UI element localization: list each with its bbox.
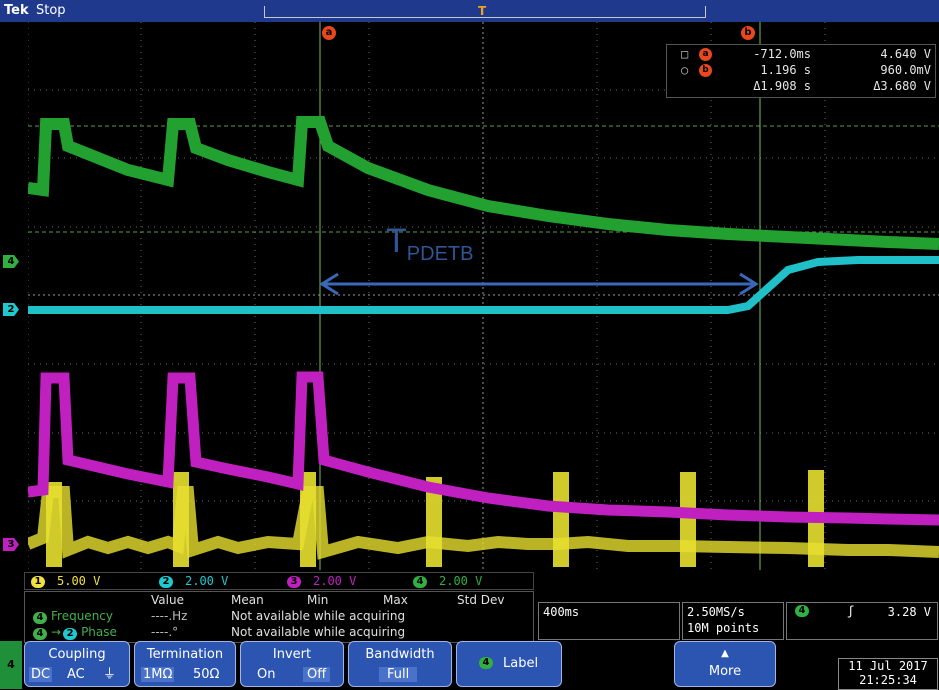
ch3-scale[interactable]: 3 2.00 V: [287, 574, 356, 588]
trigger-source-badge: 4: [795, 605, 809, 617]
termination-button[interactable]: Termination 1MΩ 50Ω: [134, 641, 236, 687]
ch2-badge: 2: [159, 575, 173, 588]
measurement-table[interactable]: Value Mean Min Max Std Dev 4 Frequency --…: [24, 591, 534, 643]
ch3-badge: 3: [287, 575, 301, 588]
label-button[interactable]: 4 Label: [456, 641, 562, 687]
ground-icon[interactable]: ⏚: [103, 667, 117, 682]
meas-value: ----.Hz: [151, 609, 188, 623]
meas-channel-badge: 4: [33, 612, 47, 624]
bandwidth-button[interactable]: Bandwidth Full: [348, 641, 452, 687]
invert-off[interactable]: Off: [303, 667, 331, 682]
square-icon: □: [681, 47, 689, 61]
cursor-b-marker[interactable]: b: [741, 26, 755, 40]
ch1-scale-value: 5.00 V: [57, 574, 101, 588]
channel-scale-strip: 1 5.00 V 2 2.00 V 3 2.00 V 4 2.00 V: [24, 572, 534, 590]
time: 21:25:34: [859, 673, 917, 687]
label-channel-badge: 4: [479, 657, 493, 669]
meas-label: Phase: [81, 625, 117, 639]
more-text: More: [708, 664, 742, 679]
menu-channel-indicator: 4: [0, 641, 22, 689]
cursor-b-value: 960.0mV: [880, 63, 931, 77]
waveform-display[interactable]: [25, 22, 939, 570]
coupling-ac[interactable]: AC: [67, 667, 85, 682]
ch2-scale-value: 2.00 V: [185, 574, 229, 588]
record-view-bar: [264, 6, 706, 18]
ch3-scale-value: 2.00 V: [313, 574, 357, 588]
ch2-scale[interactable]: 2 2.00 V: [159, 574, 228, 588]
record-length: 10M points: [687, 621, 760, 635]
invert-button[interactable]: Invert On Off: [240, 641, 344, 687]
arrow-right-icon: →: [51, 625, 62, 639]
annotation-main: T: [386, 222, 407, 260]
termination-50[interactable]: 50Ω: [193, 667, 220, 682]
ch4-scale[interactable]: 4 2.00 V: [413, 574, 482, 588]
cursor-delta-time: Δ1.908 s: [753, 79, 811, 93]
trigger-level: 3.28 V: [887, 605, 931, 619]
acquisition-box[interactable]: 2.50MS/s 10M points: [682, 602, 784, 640]
graticule: [25, 22, 939, 570]
ch2-trace: [28, 256, 939, 314]
cursor-b-badge: b: [699, 64, 712, 77]
chevron-up-icon: ▲: [721, 648, 729, 659]
sample-rate: 2.50MS/s: [687, 605, 745, 619]
meas-row-phase: 4 → 2 Phase: [33, 625, 117, 640]
tpdetb-annotation: TPDETB: [386, 222, 473, 266]
meas-row-frequency: 4 Frequency: [33, 609, 113, 624]
meas-channel-badge: 2: [63, 628, 78, 640]
datetime-display: 11 Jul 2017 21:25:34: [838, 658, 938, 690]
bandwidth-value: Full: [379, 667, 418, 682]
bandwidth-title: Bandwidth: [365, 647, 435, 662]
meas-channel-badge: 4: [33, 628, 47, 640]
date: 11 Jul 2017: [848, 659, 928, 673]
invert-on[interactable]: On: [257, 667, 276, 682]
invert-title: Invert: [272, 647, 312, 662]
cursor-a-time: -712.0ms: [753, 47, 811, 61]
header-min: Min: [307, 593, 329, 607]
ch3-trace: [27, 371, 939, 526]
termination-title: Termination: [146, 647, 224, 662]
brand-logo: Tek: [4, 3, 29, 18]
control-panel: 1 5.00 V 2 2.00 V 3 2.00 V 4 2.00 V Value Me…: [0, 570, 939, 690]
header-value: Value: [151, 593, 184, 607]
timebase-box[interactable]: 400ms: [538, 602, 680, 640]
label-text: Label: [503, 656, 539, 671]
rising-edge-icon: ʃ: [847, 604, 855, 618]
cursor-readout: □ a -712.0ms 4.640 V ○ b 1.196 s 960.0mV…: [666, 44, 936, 98]
measurement-arrow: [319, 272, 759, 296]
ch4-badge: 4: [413, 575, 427, 588]
timebase-value: 400ms: [543, 605, 580, 619]
cursor-a-value: 4.640 V: [880, 47, 931, 61]
ch4-trace: [27, 116, 939, 250]
cursor-b-time: 1.196 s: [760, 63, 811, 77]
ch1-badge: 1: [31, 575, 45, 588]
annotation-sub: PDETB: [406, 243, 474, 265]
cursor-a-marker[interactable]: a: [322, 26, 336, 40]
meas-status: Not available while acquiring: [231, 625, 406, 639]
ch2-ground-marker[interactable]: 2: [3, 303, 19, 316]
meas-value: ----.°: [151, 625, 179, 639]
header-mean: Mean: [231, 593, 264, 607]
status-bar: Tek Stop T: [0, 0, 939, 22]
ch3-ground-marker[interactable]: 3: [3, 538, 19, 551]
header-std-dev: Std Dev: [457, 593, 505, 607]
ch1-scale[interactable]: 1 5.00 V: [31, 574, 100, 588]
more-button[interactable]: ▲ More: [674, 641, 776, 687]
termination-1m[interactable]: 1MΩ: [141, 667, 175, 682]
ch4-scale-value: 2.00 V: [439, 574, 483, 588]
circle-icon: ○: [681, 63, 689, 77]
meas-status: Not available while acquiring: [231, 609, 406, 623]
cursor-delta-value: Δ3.680 V: [873, 79, 931, 93]
coupling-button[interactable]: Coupling DC AC ⏚: [24, 641, 130, 687]
coupling-title: Coupling: [48, 647, 106, 662]
acquisition-state[interactable]: Stop: [36, 3, 66, 18]
trigger-box[interactable]: 4 ʃ 3.28 V: [786, 602, 938, 640]
ch4-ground-marker[interactable]: 4: [3, 255, 19, 268]
trigger-position-icon: T: [478, 4, 487, 18]
coupling-dc[interactable]: DC: [29, 667, 53, 682]
meas-label: Frequency: [51, 609, 113, 623]
cursor-a-badge: a: [699, 48, 712, 61]
header-max: Max: [383, 593, 408, 607]
